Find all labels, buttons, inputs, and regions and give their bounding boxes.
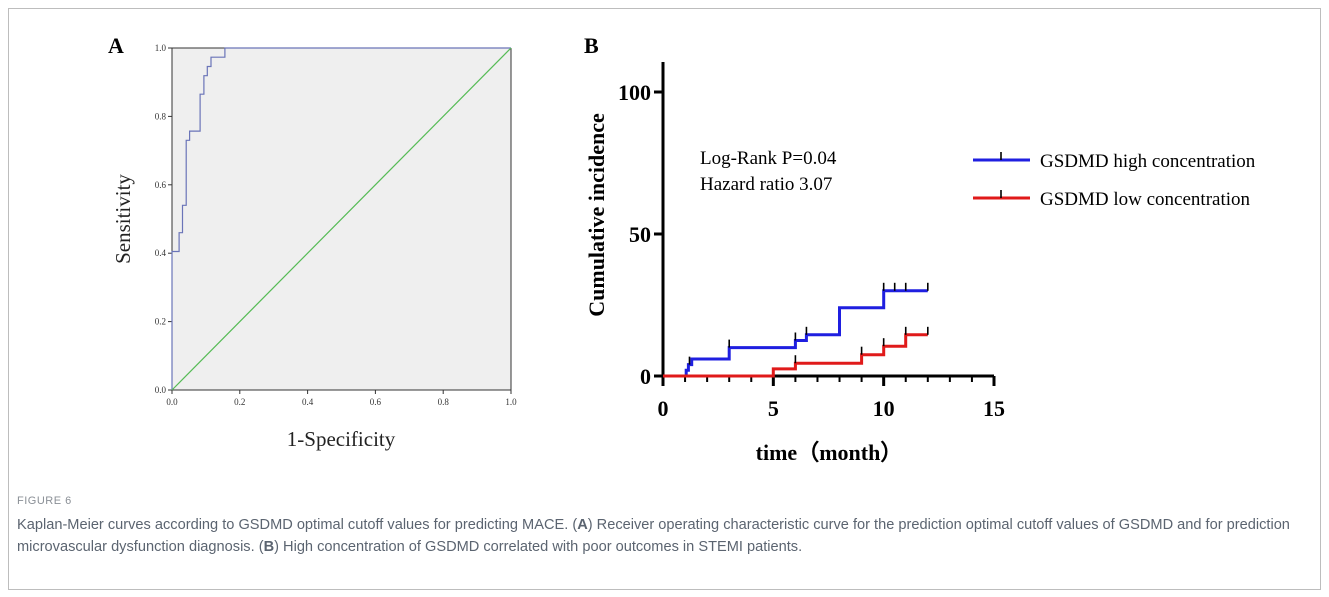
caption-text-2: ) Receiver operating characteristic curv… bbox=[17, 517, 1290, 555]
roc-curve bbox=[171, 47, 511, 390]
roc-y-tick-label: 0.4 bbox=[155, 248, 167, 258]
caption-text-3: ) High concentration of GSDMD correlated… bbox=[274, 539, 803, 555]
km-x-tick-label: 15 bbox=[983, 396, 1005, 421]
caption-text-1: Kaplan-Meier curves according to GSDMD o… bbox=[17, 517, 578, 533]
figure-frame bbox=[8, 8, 1321, 590]
roc-y-ticks: 0.0 0.2 0.4 0.6 0.8 1.0 bbox=[155, 43, 172, 395]
km-series bbox=[663, 282, 929, 378]
km-x-tick-label: 0 bbox=[658, 396, 669, 421]
panel-b: B 0 5 10 15 0 50 100 Log-Rank P=0.04 Hazard r… bbox=[584, 33, 1256, 465]
roc-x-tick-label: 0.4 bbox=[302, 397, 314, 407]
reference-diagonal-line bbox=[171, 47, 512, 391]
km-x-ticks: 0 5 10 15 bbox=[658, 376, 1005, 421]
roc-y-tick-label: 0.0 bbox=[155, 385, 167, 395]
roc-x-ticks: 0.0 0.2 0.4 0.6 0.8 1.0 bbox=[166, 390, 517, 407]
km-y-tick-label: 50 bbox=[629, 222, 651, 247]
figure-caption: Kaplan-Meier curves according to GSDMD o… bbox=[17, 514, 1307, 558]
roc-x-tick-label: 0.8 bbox=[438, 397, 450, 407]
roc-y-label: Sensitivity bbox=[111, 174, 135, 264]
roc-x-tick-label: 0.0 bbox=[166, 397, 178, 407]
panel-a: A 0.0 0.2 0.4 0.6 0.8 1.0 0.00.20.40.60.81.0 … bbox=[108, 33, 517, 451]
km-legend: GSDMD high concentration GSDMD low concen… bbox=[973, 151, 1256, 210]
km-y-ticks: 0 50 100 bbox=[618, 80, 663, 389]
panel-b-letter: B bbox=[584, 33, 599, 58]
roc-x-tick-label: 1.0 bbox=[505, 397, 517, 407]
roc-x-tick-label: 0.6 bbox=[370, 397, 382, 407]
km-x-label: time（month） bbox=[756, 440, 903, 465]
figure-label: FIGURE 6 bbox=[17, 495, 72, 507]
legend-label-low: GSDMD low concentration bbox=[1040, 189, 1251, 210]
logrank-annotation: Log-Rank P=0.04 bbox=[700, 148, 837, 169]
km-y-label: Cumulative incidence bbox=[584, 113, 609, 317]
roc-y-tick-label: 1.0 bbox=[155, 43, 167, 53]
km-curve-high bbox=[663, 289, 928, 378]
legend-label-high: GSDMD high concentration bbox=[1040, 151, 1256, 172]
caption-ref-b: B bbox=[263, 539, 275, 555]
caption-ref-a: A bbox=[577, 517, 588, 533]
figure-canvas: A 0.0 0.2 0.4 0.6 0.8 1.0 0.00.20.40.60.81.0 … bbox=[108, 33, 1256, 465]
roc-series bbox=[171, 47, 512, 391]
roc-y-tick-label: 0.2 bbox=[155, 317, 166, 327]
roc-y-tick-label: 0.8 bbox=[155, 111, 167, 121]
km-y-tick-label: 0 bbox=[640, 364, 651, 389]
roc-x-label: 1-Specificity bbox=[287, 427, 396, 451]
km-x-tick-label: 5 bbox=[768, 396, 779, 421]
roc-x-tick-label: 0.2 bbox=[234, 397, 245, 407]
panel-a-letter: A bbox=[108, 33, 124, 58]
km-curve-low bbox=[663, 333, 928, 378]
km-y-tick-label: 100 bbox=[618, 80, 651, 105]
hazard-ratio-annotation: Hazard ratio 3.07 bbox=[700, 174, 832, 195]
roc-y-tick-label: 0.6 bbox=[155, 180, 167, 190]
km-x-tick-label: 10 bbox=[873, 396, 895, 421]
